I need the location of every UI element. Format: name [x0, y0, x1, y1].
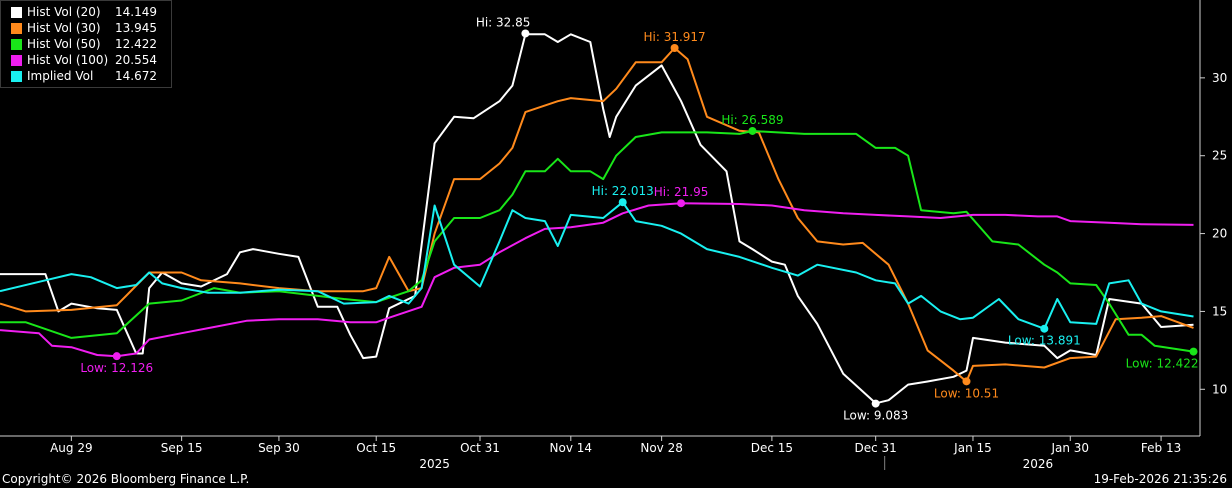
legend-label: Hist Vol (100) — [27, 53, 109, 67]
legend-label: Hist Vol (20) — [27, 5, 101, 19]
legend: Hist Vol (20) 14.149 Hist Vol (30) 13.94… — [0, 0, 172, 88]
x-tick-label: Aug 29 — [50, 441, 93, 455]
x-tick-label: Jan 15 — [953, 441, 992, 455]
x-tick-label: Sep 15 — [161, 441, 203, 455]
timestamp-text: 19-Feb-2026 21:35:26 — [1093, 472, 1227, 486]
legend-value: 13.945 — [115, 21, 157, 35]
y-tick-label: 30 — [1212, 71, 1227, 85]
legend-swatch — [11, 70, 22, 82]
extreme-label: Hi: 26.589 — [721, 113, 783, 127]
legend-value: 14.672 — [115, 69, 157, 83]
series-line-implied-vol — [0, 201, 1194, 330]
x-tick-label: Nov 28 — [640, 441, 683, 455]
x-tick-label: Nov 14 — [550, 441, 593, 455]
x-tick-label: Oct 15 — [356, 441, 396, 455]
extreme-marker — [1189, 347, 1198, 356]
legend-swatch — [11, 54, 22, 66]
extreme-label: Hi: 32.85 — [476, 15, 531, 29]
extreme-marker — [677, 199, 686, 208]
extreme-label: Hi: 31.917 — [643, 30, 705, 44]
extreme-marker — [748, 126, 757, 135]
legend-item-hist-vol-100[interactable]: Hist Vol (100) 20.554 — [1, 52, 171, 68]
legend-swatch — [11, 38, 22, 50]
legend-label: Hist Vol (30) — [27, 21, 101, 35]
year-label: 2026 — [1023, 457, 1054, 470]
x-tick-label: Dec 31 — [855, 441, 897, 455]
series-line-hist-vol-100 — [0, 202, 1194, 358]
y-tick-label: 15 — [1212, 304, 1227, 318]
legend-item-hist-vol-30[interactable]: Hist Vol (30) 13.945 — [1, 20, 171, 36]
extreme-marker — [871, 399, 880, 408]
extreme-label: Low: 10.51 — [934, 386, 999, 400]
extreme-marker — [1040, 324, 1049, 333]
footer: Copyright© 2026 Bloomberg Finance L.P. 1… — [0, 470, 1232, 488]
legend-item-hist-vol-50[interactable]: Hist Vol (50) 12.422 — [1, 36, 171, 52]
legend-item-hist-vol-20[interactable]: Hist Vol (20) 14.149 — [1, 4, 171, 20]
extreme-label: Low: 9.083 — [843, 409, 908, 423]
legend-value: 14.149 — [115, 5, 157, 19]
extreme-label: Hi: 21.95 — [654, 185, 709, 199]
y-tick-label: 10 — [1212, 382, 1227, 396]
legend-value: 12.422 — [115, 37, 157, 51]
extreme-marker — [962, 377, 971, 386]
legend-label: Hist Vol (50) — [27, 37, 101, 51]
x-tick-label: Sep 30 — [258, 441, 300, 455]
x-tick-label: Feb 13 — [1141, 441, 1181, 455]
legend-swatch — [11, 6, 22, 18]
series-lines — [0, 33, 1194, 405]
extreme-label: Low: 12.422 — [1126, 357, 1199, 371]
extreme-marker — [521, 29, 530, 38]
legend-item-implied-vol[interactable]: Implied Vol 14.672 — [1, 68, 171, 84]
annotations: Hi: 32.85 Hi: 31.917 Hi: 26.589 Hi: 22.013 H… — [80, 15, 1198, 422]
y-tick-label: 25 — [1212, 149, 1227, 163]
series-line-hist-vol-50 — [0, 130, 1194, 353]
extreme-marker — [618, 198, 627, 207]
x-tick-label: Dec 15 — [751, 441, 793, 455]
extreme-label: Low: 12.126 — [80, 361, 153, 375]
copyright-text: Copyright© 2026 Bloomberg Finance L.P. — [2, 472, 250, 486]
extreme-marker — [670, 44, 679, 53]
y-tick-label: 20 — [1212, 227, 1227, 241]
extreme-marker — [112, 352, 121, 361]
legend-label: Implied Vol — [27, 69, 94, 83]
extreme-label: Low: 13.891 — [1008, 334, 1081, 348]
x-tick-label: Jan 30 — [1050, 441, 1089, 455]
extreme-label: Hi: 22.013 — [592, 184, 654, 198]
plot-background — [0, 0, 1232, 470]
year-label: 2025 — [419, 457, 450, 470]
legend-value: 20.554 — [115, 53, 157, 67]
x-tick-label: Oct 31 — [460, 441, 500, 455]
legend-swatch — [11, 22, 22, 34]
